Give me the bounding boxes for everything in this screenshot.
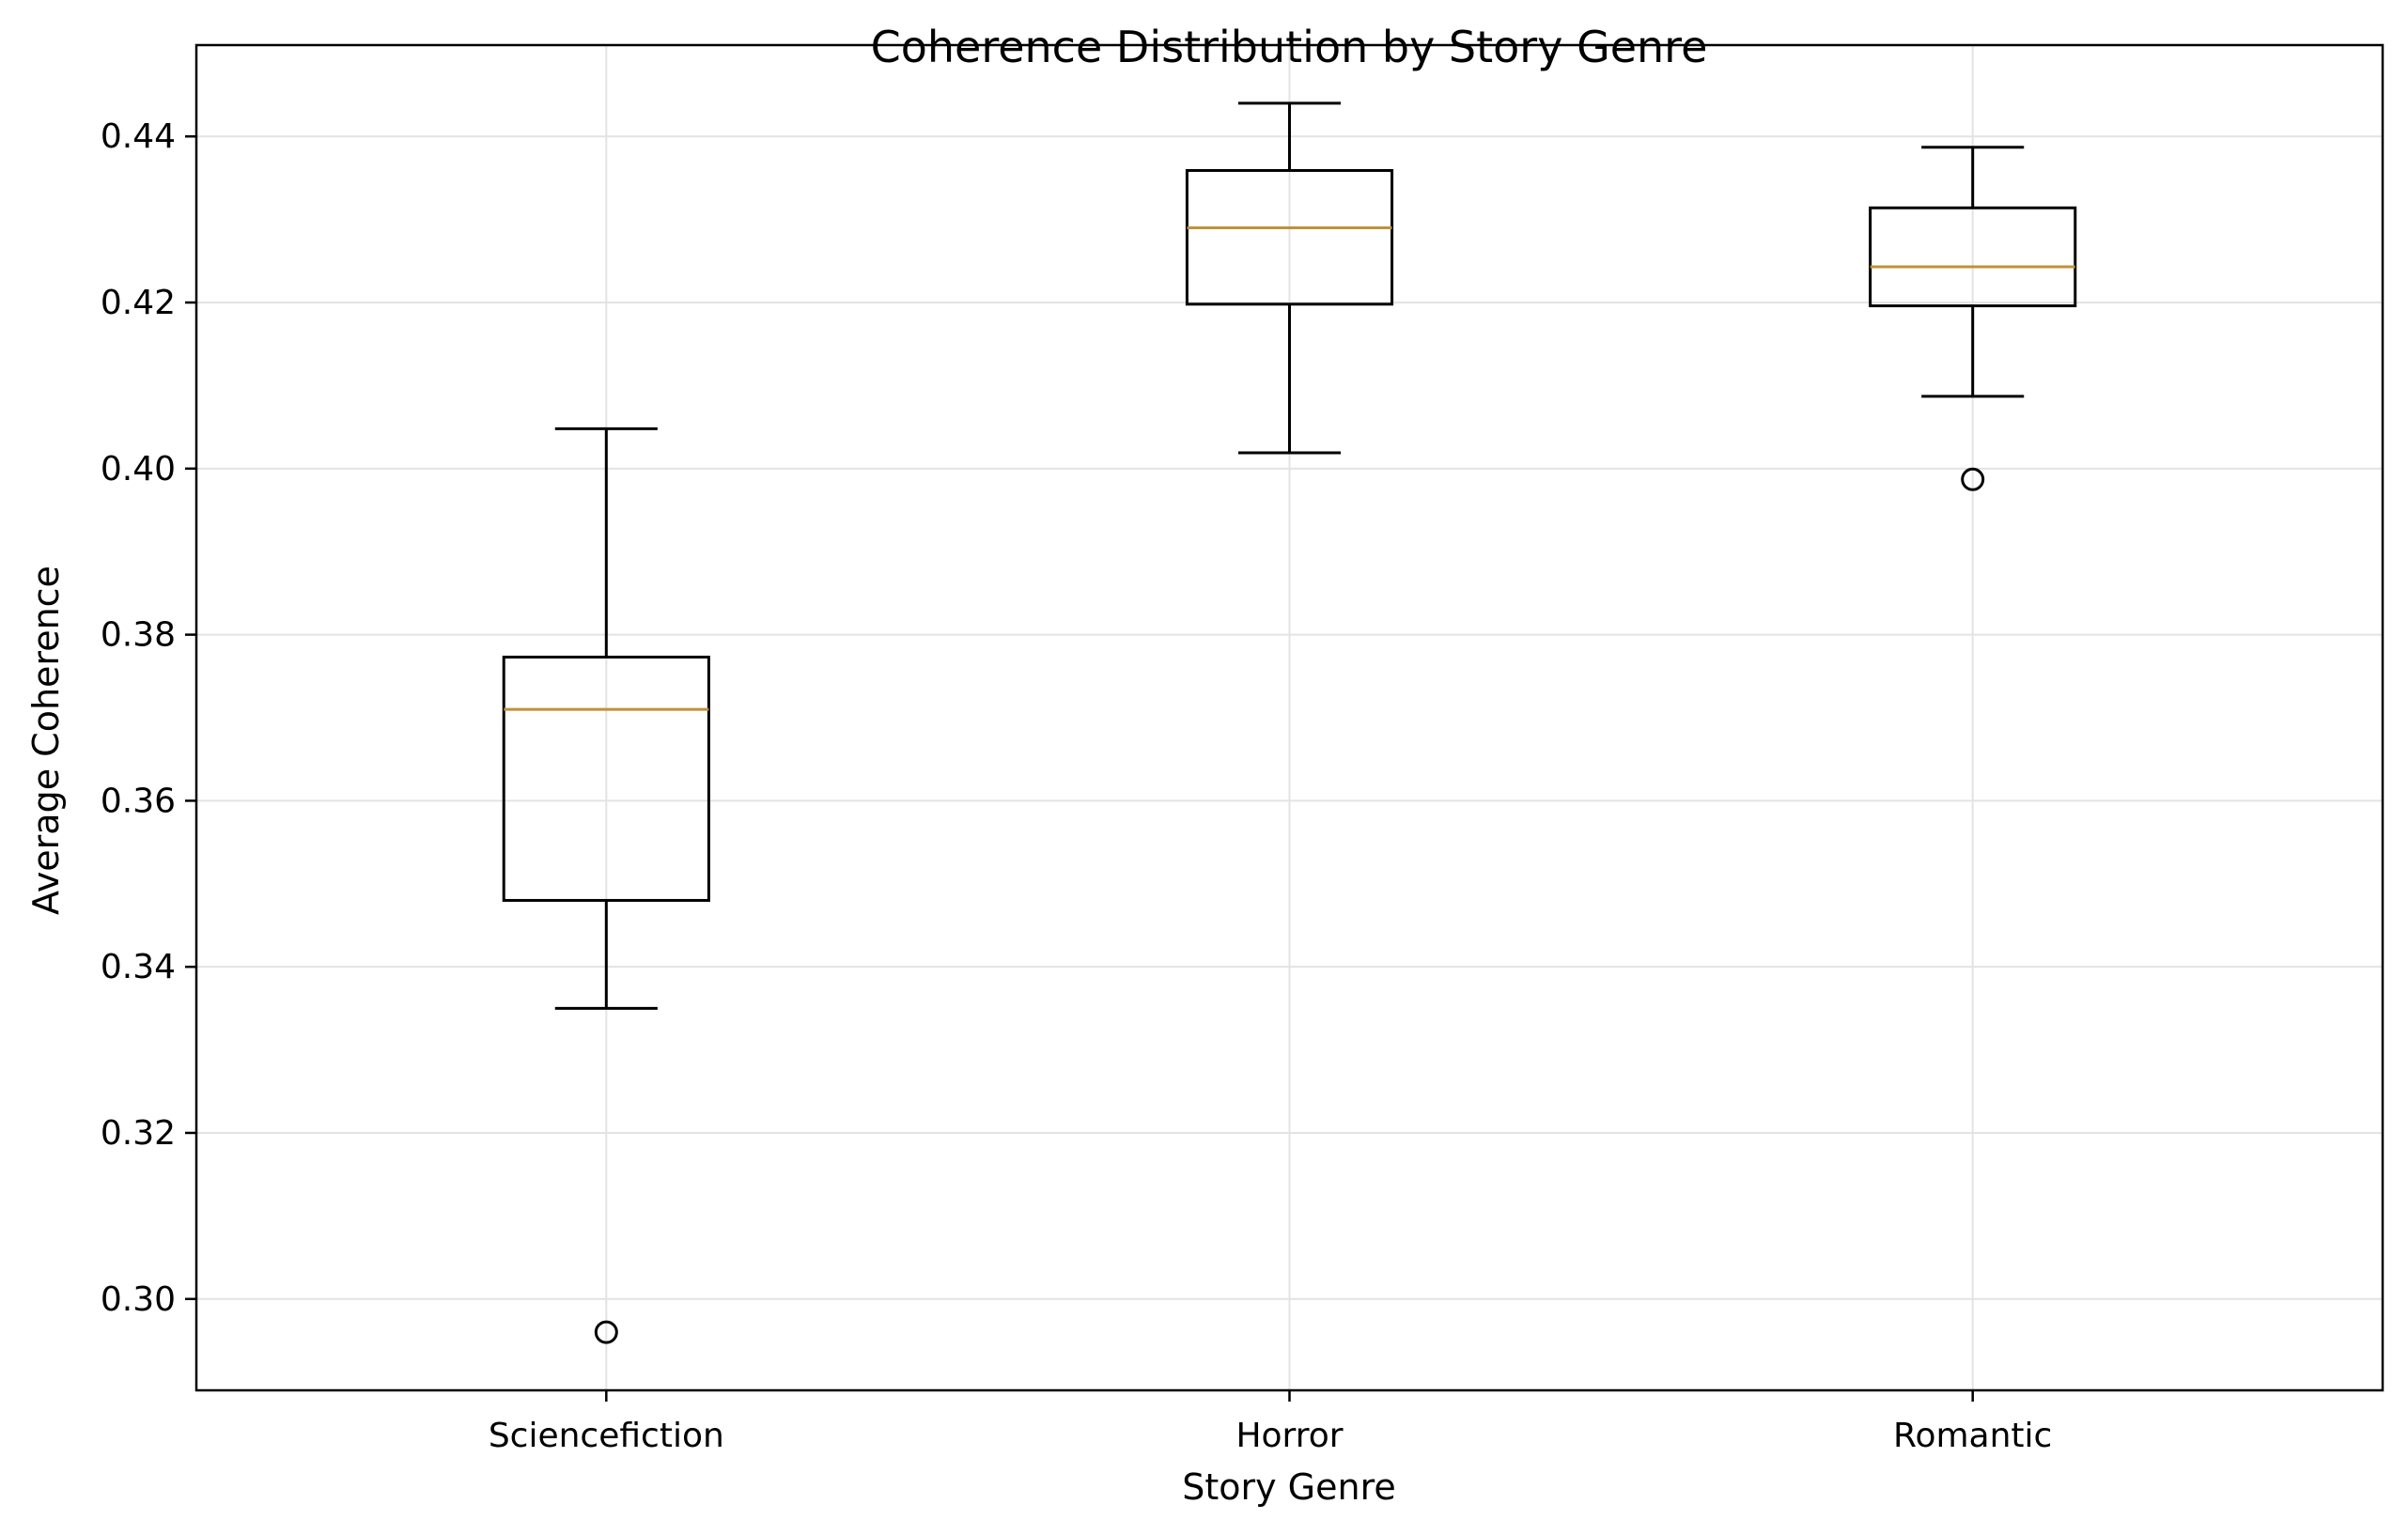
y-tick-label: 0.36 (101, 782, 176, 820)
box-iqr (502, 655, 710, 902)
grid (196, 45, 2383, 1390)
ticks: 0.30 0.32 0.34 0.36 0.38 0.40 0.42 0.44 Sciencef… (101, 117, 2052, 1455)
y-tick-label: 0.34 (101, 948, 176, 986)
y-tick-label: 0.44 (101, 117, 176, 156)
y-tick-label: 0.32 (101, 1114, 176, 1153)
x-tick-label: Sciencefiction (489, 1417, 724, 1455)
x-tick-label: Romantic (1893, 1417, 2052, 1455)
outlier-point (1961, 467, 1985, 491)
outlier-point (594, 1320, 618, 1344)
box-iqr (1869, 206, 2077, 308)
y-tick-label: 0.42 (101, 284, 176, 322)
x-tick-label: Horror (1235, 1417, 1343, 1455)
box-iqr (1185, 168, 1394, 306)
y-axis-label: Average Coherence (25, 566, 67, 915)
y-tick-label: 0.38 (101, 616, 176, 655)
y-tick-label: 0.40 (101, 450, 176, 488)
x-axis-label: Story Genre (1182, 1466, 1396, 1508)
plot-area (502, 101, 2077, 1344)
y-tick-label: 0.30 (101, 1280, 176, 1319)
